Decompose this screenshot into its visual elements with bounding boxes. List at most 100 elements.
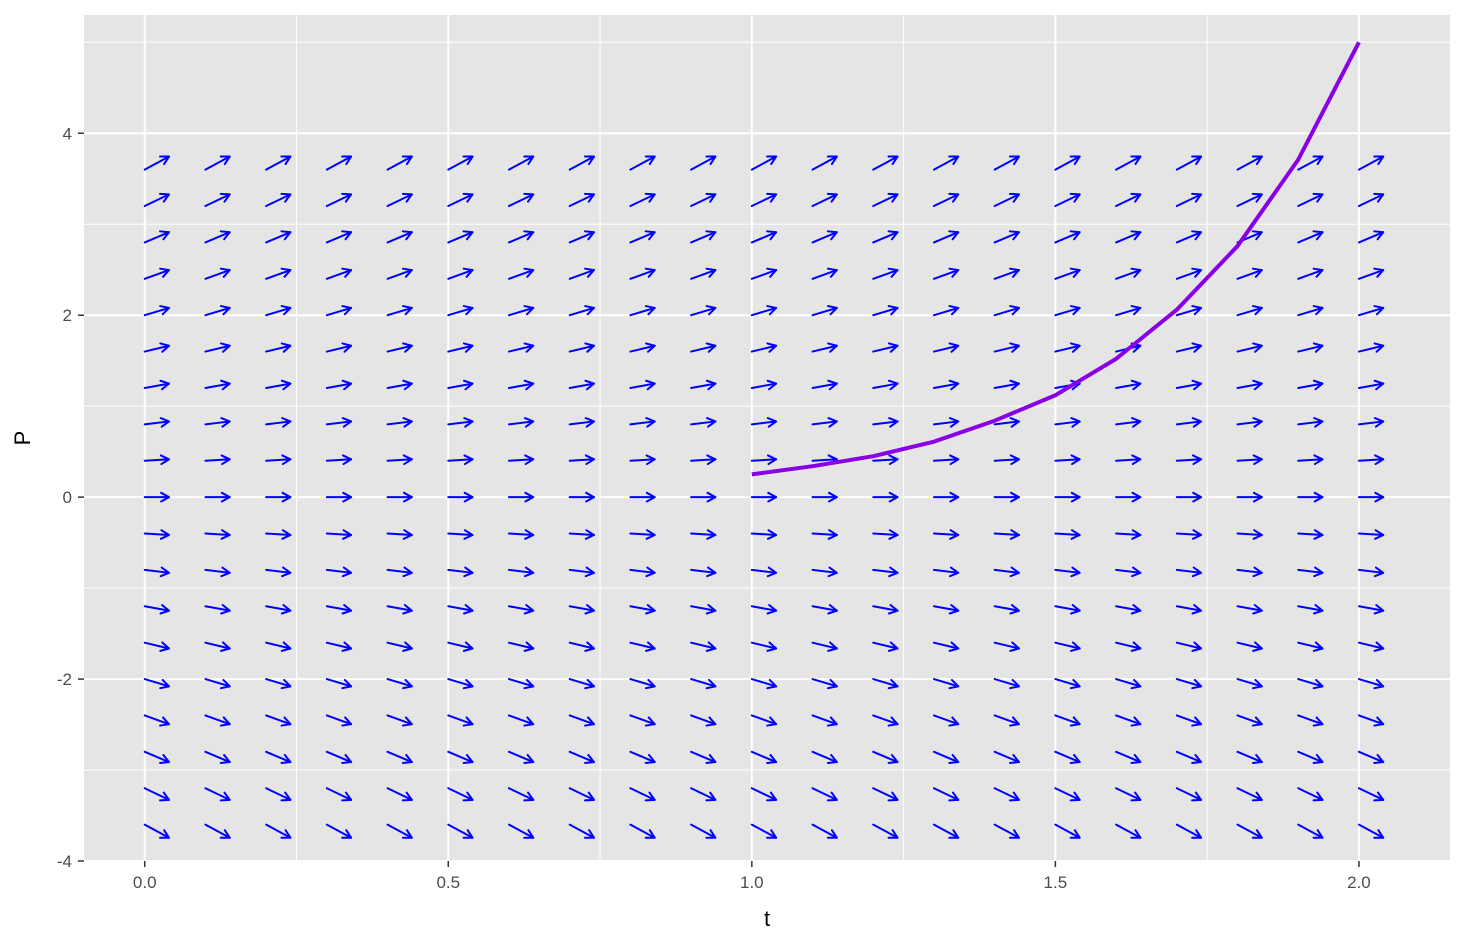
slope-arrow-shaft	[447, 269, 474, 280]
slope-arrow-head	[280, 230, 292, 241]
slope-arrow-shaft	[1115, 714, 1142, 726]
slope-arrow-head	[462, 753, 474, 764]
slope-arrow-head	[1252, 529, 1263, 540]
slope-arrow	[629, 641, 656, 652]
slope-arrow-head	[402, 491, 413, 503]
slope-arrow-shaft	[265, 420, 292, 426]
slope-arrow-head	[827, 342, 838, 353]
slope-arrow	[1297, 342, 1324, 353]
slope-arrow-shaft	[325, 750, 353, 764]
slope-arrow-shaft	[507, 231, 535, 244]
slope-arrow	[1236, 566, 1263, 578]
slope-arrow-shaft	[993, 568, 1020, 574]
slope-arrow	[568, 823, 595, 839]
slope-arrow	[325, 491, 353, 503]
y-axis: -4 -2 0 2 4	[57, 124, 84, 871]
slope-arrow	[932, 379, 960, 391]
slope-arrow-head	[463, 379, 474, 391]
slope-arrow-head	[341, 716, 353, 727]
slope-arrow-shaft	[1054, 714, 1081, 726]
slope-arrow	[690, 529, 717, 540]
slope-arrow-shaft	[386, 306, 413, 317]
slope-arrow-shaft	[325, 532, 353, 536]
slope-arrow	[932, 305, 960, 317]
slope-arrow	[1054, 230, 1081, 244]
slope-arrow-shaft	[1357, 605, 1385, 612]
slope-arrow-shaft	[993, 750, 1020, 764]
slope-arrow-head	[584, 379, 595, 391]
slope-arrow	[1054, 305, 1081, 317]
slope-arrow-head	[401, 829, 413, 839]
slope-arrow	[447, 342, 474, 353]
slope-arrow	[325, 417, 353, 428]
slope-arrow-shaft	[750, 344, 778, 353]
slope-arrow	[386, 787, 413, 802]
slope-arrow-shaft	[1236, 787, 1263, 801]
slope-arrow-head	[1009, 641, 1020, 652]
slope-arrow	[690, 267, 717, 280]
slope-arrow	[872, 529, 899, 540]
slope-arrow	[447, 454, 474, 466]
slope-arrow-head	[644, 791, 656, 802]
slope-arrow	[143, 267, 170, 280]
slope-arrow	[1054, 787, 1081, 802]
slope-arrow	[325, 267, 353, 280]
slope-arrow-head	[888, 491, 899, 503]
slope-arrow-shaft	[1236, 344, 1263, 353]
slope-arrow	[507, 267, 535, 280]
slope-arrow-head	[402, 566, 413, 578]
slope-arrow-head	[887, 678, 899, 690]
slope-arrow-shaft	[568, 787, 595, 801]
slope-arrow	[1297, 230, 1324, 244]
slope-arrow	[690, 454, 717, 466]
slope-arrow-head	[1312, 267, 1324, 278]
slope-arrow-head	[887, 155, 899, 166]
slope-arrow-head	[584, 678, 595, 690]
slope-arrow-head	[280, 192, 292, 203]
slope-arrow-shaft	[993, 420, 1020, 426]
slope-arrow-head	[341, 753, 353, 764]
slope-arrow-head	[219, 267, 231, 278]
slope-arrow	[265, 379, 292, 391]
slope-arrow-head	[1251, 305, 1263, 316]
slope-arrow	[325, 342, 353, 353]
slope-arrow-shaft	[993, 458, 1020, 462]
slope-arrow-head	[1252, 454, 1263, 466]
slope-arrow-head	[1192, 491, 1203, 503]
slope-arrow	[507, 641, 535, 652]
slope-arrow	[872, 192, 899, 208]
slope-arrow-shaft	[507, 155, 535, 171]
slope-arrow-head	[1069, 791, 1081, 802]
slope-arrow-head	[1069, 678, 1081, 690]
slope-arrow	[265, 566, 292, 578]
slope-arrow-head	[766, 267, 778, 278]
slope-arrow-shaft	[1175, 382, 1203, 389]
slope-arrow-head	[523, 678, 535, 690]
slope-arrow	[993, 155, 1020, 171]
slope-arrow-head	[826, 791, 838, 802]
slope-arrow-head	[1130, 716, 1142, 727]
slope-arrow	[1054, 192, 1081, 208]
slope-arrow	[1297, 750, 1324, 764]
slope-arrow-head	[159, 753, 170, 764]
slope-arrow-head	[1009, 716, 1020, 727]
slope-arrow	[750, 230, 778, 244]
slope-arrow-head	[1191, 604, 1203, 615]
slope-arrow-shaft	[447, 605, 474, 612]
slope-arrow-shaft	[872, 458, 899, 462]
slope-arrow-head	[281, 529, 292, 540]
slope-arrow-shaft	[1175, 787, 1203, 801]
slope-arrow-shaft	[629, 306, 656, 317]
slope-arrow-head	[888, 529, 899, 540]
slope-arrow-shaft	[629, 714, 656, 726]
slope-arrow-shaft	[872, 231, 899, 244]
slope-arrow-shaft	[1297, 678, 1324, 688]
slope-arrow-head	[1009, 604, 1020, 615]
slope-arrow-head	[1191, 678, 1203, 690]
slope-arrow-shaft	[1115, 532, 1142, 536]
slope-arrow-shaft	[325, 458, 353, 462]
slope-arrow	[1357, 714, 1385, 727]
slope-arrow-shaft	[1357, 306, 1385, 317]
y-tick-label: -2	[57, 670, 72, 689]
slope-arrow-shaft	[932, 678, 960, 688]
